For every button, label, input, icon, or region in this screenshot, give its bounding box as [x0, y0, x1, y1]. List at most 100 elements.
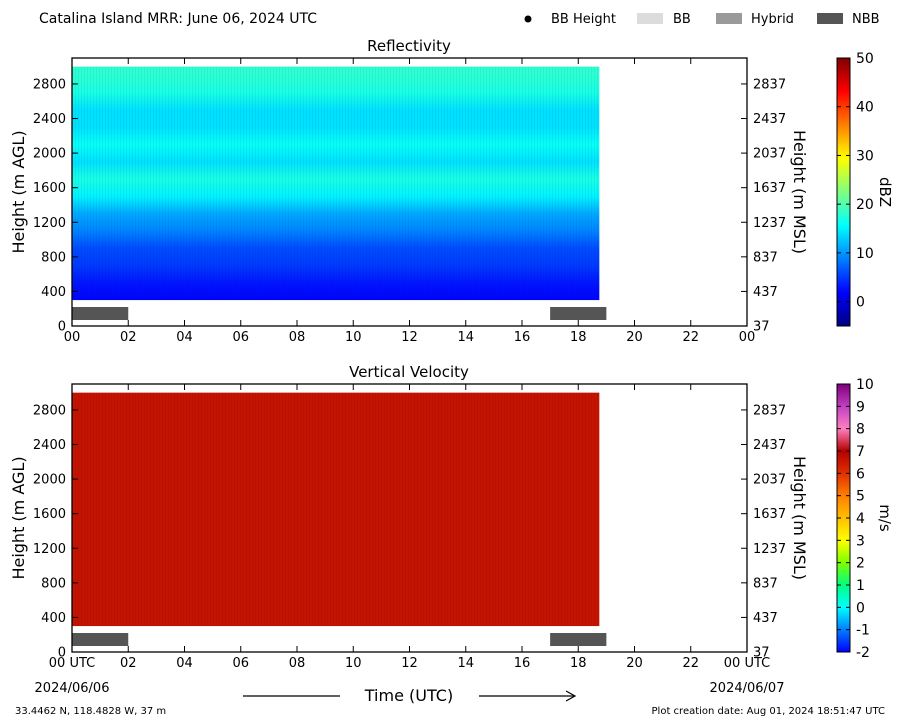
y-tick-label-right: 37 — [753, 320, 770, 335]
legend-nbb-label: NBB — [852, 12, 880, 27]
legend-bb-height-dot — [524, 15, 532, 23]
y-tick-label-right: 837 — [753, 576, 778, 591]
date-end-label: 2024/06/07 — [710, 681, 785, 696]
y-tick-label-left: 0 — [58, 320, 66, 335]
colorbar-tick-label: 10 — [856, 246, 874, 262]
y-tick-label-right: 1637 — [753, 507, 786, 522]
x-tick-label: 00 UTC — [724, 656, 770, 671]
echo-bar-nbb-1 — [550, 307, 607, 320]
y-tick-label-right: 37 — [753, 646, 770, 661]
colorbar-tick-label: 7 — [856, 444, 865, 460]
x-tick-label: 22 — [682, 656, 699, 671]
colorbar-tick-label: 6 — [856, 466, 865, 482]
y-tick-label-left: 800 — [41, 250, 66, 265]
legend-hybrid-label: Hybrid — [751, 12, 794, 27]
x-tick-label: 18 — [570, 330, 587, 345]
y-tick-label-left: 2000 — [33, 473, 66, 488]
legend-hybrid-swatch — [716, 13, 742, 24]
y-tick-label-left: 2400 — [33, 438, 66, 453]
reflectivity-title: Reflectivity — [367, 37, 451, 55]
x-tick-label: 20 — [626, 330, 643, 345]
reflectivity-colorbar-label: dBZ — [876, 177, 894, 207]
velocity-echo-bars — [72, 633, 607, 646]
echo-bar-nbb-0 — [72, 307, 129, 320]
velocity-field — [72, 392, 600, 627]
reflectivity-panel: Reflectivity 00 02 04 06 08 10 12 14 16 18 20 22 000… — [9, 37, 894, 345]
colorbar-tick-label: 5 — [856, 489, 865, 505]
reflectivity-axes: 00 02 04 06 08 10 12 14 16 18 20 22 0004008001200160… — [33, 58, 786, 345]
colorbar-tick-label: -1 — [856, 623, 870, 639]
y-tick-label-left: 800 — [41, 576, 66, 591]
velocity-ylabel-left: Height (m AGL) — [9, 456, 28, 579]
velocity-panel: Vertical Velocity 00 UTC 02 04 06 08 10 12 14 16… — [9, 363, 894, 671]
colorbar-tick-label: 0 — [856, 600, 865, 616]
x-tick-label: 10 — [345, 656, 362, 671]
y-tick-label-left: 0 — [58, 646, 66, 661]
x-tick-label: 00 UTC — [49, 656, 95, 671]
echo-bar-nbb-1 — [550, 633, 607, 646]
colorbar-tick-label: 1 — [856, 578, 865, 594]
station-location: 33.4462 N, 118.4828 W, 37 m — [15, 706, 166, 717]
y-tick-label-right: 2037 — [753, 473, 786, 488]
data-field-texture — [72, 392, 600, 627]
time-axis-label: Time (UTC) — [243, 686, 577, 705]
x-tick-label: 16 — [514, 656, 531, 671]
colorbar-tick-label: 2 — [856, 556, 865, 572]
reflectivity-ylabel-left: Height (m AGL) — [9, 130, 28, 253]
colorbar-tick-label: 20 — [856, 197, 874, 213]
legend-nbb-swatch — [817, 13, 843, 24]
y-tick-label-right: 2037 — [753, 147, 786, 162]
x-tick-label: 14 — [457, 330, 474, 345]
y-tick-label-left: 400 — [41, 611, 66, 626]
y-tick-label-left: 2000 — [33, 147, 66, 162]
x-tick-label: 08 — [289, 656, 306, 671]
reflectivity-ylabel-right: Height (m MSL) — [790, 130, 809, 254]
x-tick-label: 20 — [626, 656, 643, 671]
velocity-colorbar-label: m/s — [876, 504, 894, 532]
x-tick-label: 04 — [176, 656, 193, 671]
colorbar-tick-label: 4 — [856, 511, 865, 527]
x-tick-label: 14 — [457, 656, 474, 671]
x-tick-label: 00 — [64, 330, 81, 345]
y-tick-label-left: 1600 — [33, 181, 66, 196]
colorbar-tick-label: 3 — [856, 533, 865, 549]
y-tick-label-right: 437 — [753, 285, 778, 300]
legend-bb-swatch — [637, 13, 663, 24]
colorbar-tick-label: 30 — [856, 148, 874, 164]
x-tick-label: 00 — [739, 330, 756, 345]
header-legend: BB Height BB Hybrid NBB — [524, 12, 880, 27]
y-tick-label-right: 437 — [753, 611, 778, 626]
legend-bb-height-label: BB Height — [551, 12, 616, 27]
velocity-colorbar-ticks: -2 -1 0 1 2 3 4 5 6 7 8 9 10 — [837, 377, 874, 661]
x-tick-label: 06 — [232, 330, 249, 345]
y-tick-label-left: 2400 — [33, 112, 66, 127]
velocity-title: Vertical Velocity — [349, 363, 469, 381]
y-tick-label-right: 2437 — [753, 112, 786, 127]
y-tick-label-right: 2837 — [753, 403, 786, 418]
x-tick-label: 22 — [682, 330, 699, 345]
colorbar-tick-label: 10 — [856, 377, 874, 393]
time-axis-title: Time (UTC) — [364, 686, 453, 705]
y-tick-label-left: 1200 — [33, 216, 66, 231]
colorbar-tick-label: 8 — [856, 422, 865, 438]
velocity-axes: 00 UTC 02 04 06 08 10 12 14 16 18 20 22 00 UTC040080… — [33, 384, 786, 671]
x-tick-label: 02 — [120, 656, 137, 671]
reflectivity-colorbar — [836, 57, 851, 327]
time-arrow-head-icon — [565, 690, 577, 702]
velocity-ylabel-right: Height (m MSL) — [790, 456, 809, 580]
y-tick-label-right: 837 — [753, 250, 778, 265]
reflectivity-colorbar-ticks: 0 10 20 30 40 50 — [837, 51, 874, 311]
echo-bar-nbb-0 — [72, 633, 129, 646]
colorbar-tick-label: 0 — [856, 295, 865, 311]
x-tick-label: 12 — [401, 656, 418, 671]
x-tick-label: 06 — [232, 656, 249, 671]
x-tick-label: 12 — [401, 330, 418, 345]
y-tick-label-right: 1637 — [753, 181, 786, 196]
x-tick-label: 08 — [289, 330, 306, 345]
figure-title: Catalina Island MRR: June 06, 2024 UTC — [39, 11, 317, 27]
y-tick-label-left: 1200 — [33, 542, 66, 557]
y-tick-label-right: 2837 — [753, 77, 786, 92]
x-tick-label: 04 — [176, 330, 193, 345]
legend-bb-label: BB — [673, 12, 691, 27]
